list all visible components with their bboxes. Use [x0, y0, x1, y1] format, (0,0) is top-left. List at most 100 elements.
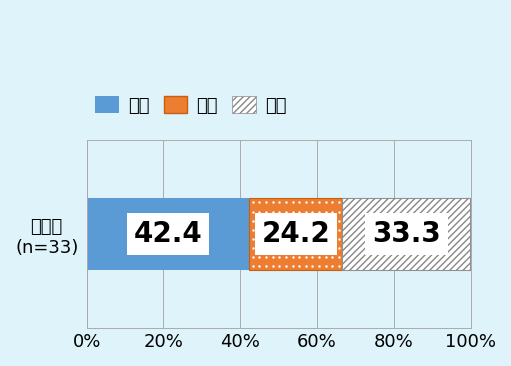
Point [328, 245, 336, 251]
Point [249, 236, 257, 242]
Point [256, 263, 264, 269]
Point [275, 263, 284, 269]
Point [315, 245, 323, 251]
Point [295, 245, 304, 251]
Point [269, 245, 277, 251]
Point [301, 245, 310, 251]
Point [315, 263, 323, 269]
Point [249, 218, 257, 224]
Point [295, 227, 304, 232]
Point [289, 245, 297, 251]
Point [289, 209, 297, 214]
Point [256, 227, 264, 232]
Point [269, 209, 277, 214]
Point [301, 236, 310, 242]
Point [282, 199, 290, 205]
Point [256, 245, 264, 251]
Point [328, 227, 336, 232]
Point [269, 263, 277, 269]
Point [289, 236, 297, 242]
Point [321, 254, 330, 259]
Point [328, 218, 336, 224]
Point [275, 218, 284, 224]
Point [249, 209, 257, 214]
Point [295, 199, 304, 205]
Point [301, 263, 310, 269]
Point [321, 263, 330, 269]
Point [262, 199, 270, 205]
Point [282, 254, 290, 259]
Point [289, 263, 297, 269]
Point [308, 245, 316, 251]
Point [275, 245, 284, 251]
Point [328, 209, 336, 214]
Point [269, 254, 277, 259]
Point [335, 199, 343, 205]
Point [301, 227, 310, 232]
Point [282, 209, 290, 214]
Point [256, 199, 264, 205]
Point [335, 218, 343, 224]
Point [321, 245, 330, 251]
Point [301, 199, 310, 205]
Point [256, 218, 264, 224]
Point [289, 227, 297, 232]
Bar [87, 198, 249, 270]
Point [249, 245, 257, 251]
Point [328, 236, 336, 242]
Point [295, 236, 304, 242]
Point [308, 209, 316, 214]
Point [262, 254, 270, 259]
Point [262, 218, 270, 224]
Point [275, 236, 284, 242]
Point [289, 218, 297, 224]
Point [256, 209, 264, 214]
Point [282, 218, 290, 224]
Point [289, 254, 297, 259]
Point [282, 245, 290, 251]
Point [275, 209, 284, 214]
Point [275, 199, 284, 205]
Point [308, 227, 316, 232]
Point [249, 199, 257, 205]
Point [262, 263, 270, 269]
Point [269, 236, 277, 242]
Point [269, 199, 277, 205]
Point [269, 227, 277, 232]
Text: 24.2: 24.2 [262, 220, 330, 248]
Point [328, 263, 336, 269]
Point [335, 263, 343, 269]
Point [315, 254, 323, 259]
Bar [342, 198, 470, 270]
Legend: 黒字, 均衡, 赤字: 黒字, 均衡, 赤字 [88, 89, 293, 122]
Point [256, 254, 264, 259]
Point [335, 227, 343, 232]
Point [282, 236, 290, 242]
Text: 33.3: 33.3 [372, 220, 440, 248]
Bar [342, 198, 470, 270]
Point [262, 236, 270, 242]
Point [295, 254, 304, 259]
Point [335, 209, 343, 214]
Bar [249, 198, 342, 270]
Point [321, 227, 330, 232]
Point [282, 227, 290, 232]
Point [321, 218, 330, 224]
Point [301, 218, 310, 224]
Point [249, 254, 257, 259]
Point [269, 218, 277, 224]
Point [262, 209, 270, 214]
Point [321, 209, 330, 214]
Text: 42.4: 42.4 [134, 220, 202, 248]
Point [328, 254, 336, 259]
Point [315, 236, 323, 242]
Point [335, 254, 343, 259]
Point [308, 236, 316, 242]
Point [328, 199, 336, 205]
Point [295, 209, 304, 214]
Point [275, 227, 284, 232]
Point [315, 227, 323, 232]
Point [335, 245, 343, 251]
Point [315, 209, 323, 214]
Point [262, 227, 270, 232]
